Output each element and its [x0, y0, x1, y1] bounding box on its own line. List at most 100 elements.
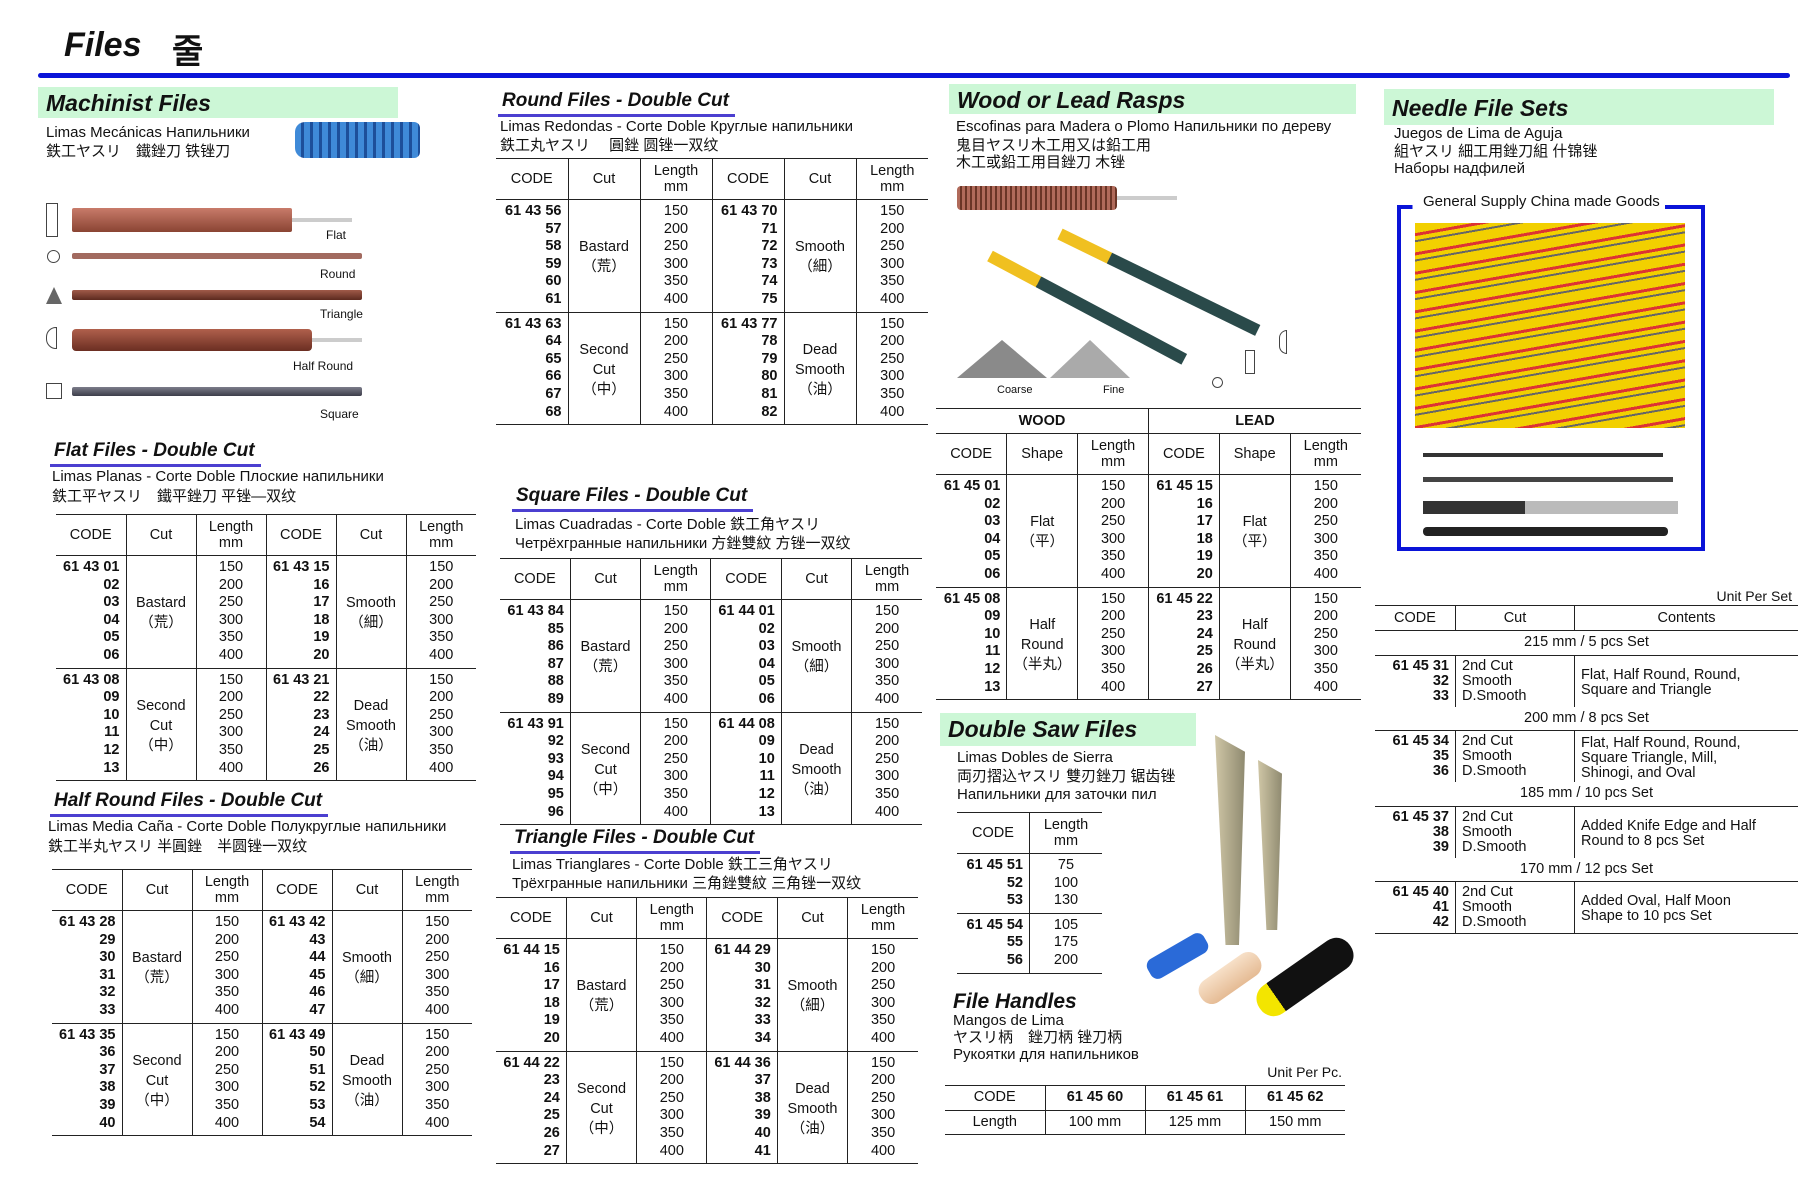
cell-line: Half: [1241, 616, 1268, 633]
table-row: 94 300 11 300: [500, 768, 922, 786]
saw-subtitle-2: 両刃摺込ヤスリ 雙刃銼刀 锯齿锉: [957, 768, 1176, 785]
square-shape-icon: [46, 383, 62, 399]
length-cell: 150: [639, 311, 712, 334]
length-cell: 400: [639, 290, 712, 313]
cell-line: （油）: [349, 737, 393, 754]
code-cell: 37: [706, 1072, 778, 1090]
length-cell: 300: [639, 255, 712, 274]
header-row: CODE Length mm: [957, 812, 1102, 854]
length-cell: 400: [855, 290, 928, 313]
code-cell: 61 45 54: [957, 912, 1030, 935]
length-cell: 200: [639, 333, 712, 351]
code-cell: 31: [706, 977, 778, 995]
table-row: 41 Smooth: [1375, 899, 1798, 916]
cell-line: Length: [208, 519, 254, 535]
rasps-subtitle-1: Escofinas para Madera o Plomo Напильники…: [956, 118, 1332, 135]
length-cell: 350: [195, 741, 266, 760]
cell-line: CODE: [65, 882, 108, 898]
table-row: 38 300 52 300: [52, 1079, 472, 1097]
cell-line: Smooth: [795, 239, 845, 256]
code-cell: 58: [545, 238, 562, 255]
cell-line: mm: [880, 179, 905, 195]
cell-line: mm: [1313, 454, 1338, 470]
length-cell: 400: [636, 1142, 707, 1164]
length-cell: 300: [405, 724, 476, 742]
length-cell: 300: [1289, 643, 1361, 661]
machinist-subtitle-1: Limas Mecánicas Напильники: [46, 124, 250, 141]
code-cell: 13: [984, 678, 1001, 695]
table-row: 59 300 73 300: [496, 255, 928, 274]
cell-line: Smooth: [342, 950, 392, 967]
cut-cell: 2nd Cut: [1455, 730, 1575, 750]
table-row: 16 200 30 200: [496, 959, 918, 978]
cell-line: （細）: [790, 998, 835, 1015]
length-cell: 200: [1077, 495, 1149, 514]
cell-line: Cut: [149, 717, 173, 734]
table-row: 13 400 27 400: [936, 678, 1361, 700]
code-cell: 24: [543, 1089, 560, 1106]
length-cell: 150: [191, 1022, 262, 1045]
square-subtitle-1: Limas Cuadradas - Corte Doble 鉄工角ヤスリ: [515, 516, 821, 533]
code-cell: 61 45 22: [1147, 586, 1220, 609]
contents-cell: Flat, Half Round, Round, Square and Trian…: [1574, 654, 1798, 707]
data-table: CODE Cut Length mm CODE Cut Length mm 61 43 56 Ba…: [496, 158, 928, 426]
code-cell: 33: [99, 1001, 116, 1018]
code-cell: 61 44 22: [496, 1050, 567, 1073]
column-header: CODE: [1147, 433, 1220, 475]
length-cell: 350: [636, 1124, 707, 1143]
column-header: Length mm: [847, 897, 918, 939]
table-row: 42 D.Smooth: [1375, 915, 1798, 934]
table-row: 36 D.Smooth: [1375, 764, 1798, 783]
half-round-shape-icon: [1279, 330, 1287, 354]
half-round-files-table: CODE Cut Length mm CODE Cut Length mm 61 43 28 Ba…: [52, 869, 472, 1137]
round-shape-icon: [47, 250, 60, 263]
set-title: 200 mm / 8 pcs Set: [1524, 709, 1649, 726]
code-cell: 41: [1432, 899, 1449, 916]
super-header-cell: LEAD: [1147, 408, 1361, 434]
half-round-subtitle-1: Limas Media Caña - Corte Doble Полукругл…: [48, 818, 447, 835]
table-row: 61 45 51 75: [957, 852, 1102, 875]
code-cell: 39: [706, 1107, 778, 1125]
length-cell: 250: [847, 977, 918, 995]
cell-line: （荒）: [582, 259, 626, 276]
code-cell: 94: [547, 768, 564, 785]
length-cell: 300: [195, 724, 266, 742]
length-cell: 150: [855, 198, 928, 221]
length-cell: 250: [191, 949, 262, 967]
code-cell: 61 43 77: [711, 311, 784, 334]
length-cell: 150: [195, 554, 266, 577]
column-header: Length mm: [640, 558, 711, 600]
length-cell: 130: [1029, 892, 1102, 914]
needle-file-sets-table: CODE Cut Contents 215 mm / 5 pcs Set 61 45 3…: [1375, 605, 1798, 935]
code-cell: 44: [261, 949, 332, 967]
code-cell: 24: [1147, 625, 1220, 644]
length-cell: 200: [1289, 495, 1361, 514]
code-cell: 61 45 31: [1375, 654, 1456, 674]
length-cell: 200: [405, 689, 476, 707]
length-cell: 350: [855, 385, 928, 404]
value-cell: 150 mm: [1244, 1109, 1345, 1135]
code-cell: 95: [547, 785, 564, 802]
table-row: 04 300 18 300: [56, 611, 476, 630]
code-cell: 61 44 01: [710, 598, 782, 621]
length-cell: 175: [1029, 934, 1102, 952]
cut-cell: Bastard （荒）: [125, 555, 196, 669]
round-subtitle-1: Limas Redondas - Corte Doble Круглые нап…: [500, 118, 853, 135]
code-cell: 09: [710, 733, 782, 751]
column-header: CODE: [710, 558, 782, 600]
code-cell: 61 45 40: [1375, 881, 1456, 901]
length-cell: 400: [195, 759, 266, 781]
square-subtitle-2: Четрёхгранные напильники 方銼雙紋 方锉一双纹: [515, 535, 851, 552]
length-cell: 150: [1077, 586, 1149, 609]
length-cell: 250: [851, 750, 922, 769]
length-cell: 200: [401, 1044, 472, 1062]
table-row: 39 D.Smooth: [1375, 839, 1798, 858]
set-title-row: 170 mm / 12 pcs Set: [1375, 858, 1798, 882]
cut-cell: Dead Smooth （油）: [780, 711, 852, 825]
length-cell: 250: [1077, 625, 1149, 644]
handles-data-table: CODE 61 45 60 61 45 61 61 45 62 Length 100 mm…: [945, 1085, 1345, 1136]
table-row: 32 Smooth: [1375, 673, 1798, 689]
length-cell: 400: [401, 1114, 472, 1136]
flat-files-table: CODE Cut Length mm CODE Cut Length mm 61 43 01 Ba…: [56, 514, 476, 782]
cell-line: Second: [576, 1080, 627, 1097]
